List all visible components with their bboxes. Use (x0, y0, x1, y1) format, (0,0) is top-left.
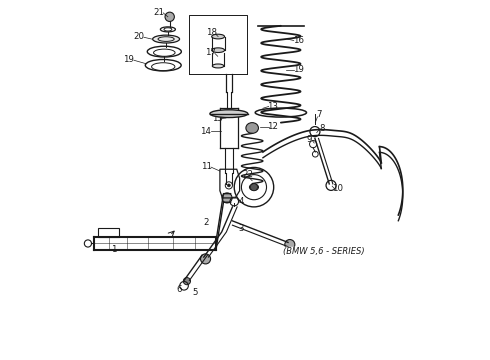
Text: 10: 10 (332, 184, 343, 193)
Text: 11: 11 (201, 162, 212, 171)
Circle shape (222, 193, 232, 203)
Text: 12: 12 (268, 122, 278, 131)
Text: 20: 20 (134, 32, 145, 41)
Circle shape (200, 254, 211, 264)
Ellipse shape (212, 34, 224, 39)
Ellipse shape (153, 35, 179, 43)
Ellipse shape (212, 48, 224, 53)
Text: 14: 14 (200, 127, 211, 136)
Text: 4: 4 (239, 197, 244, 206)
Ellipse shape (249, 184, 258, 190)
Text: 18: 18 (206, 28, 218, 37)
Text: 6: 6 (176, 285, 182, 294)
Circle shape (183, 278, 191, 285)
Ellipse shape (212, 64, 224, 68)
Circle shape (285, 239, 295, 249)
Text: 7: 7 (316, 110, 321, 119)
Text: 1: 1 (111, 246, 116, 255)
Text: 9: 9 (307, 135, 312, 144)
Text: 15: 15 (212, 114, 223, 123)
Circle shape (227, 184, 230, 187)
Text: 19: 19 (123, 55, 134, 64)
Ellipse shape (246, 123, 258, 134)
Text: (BMW 5,6 - SERIES): (BMW 5,6 - SERIES) (283, 247, 365, 256)
Circle shape (250, 184, 258, 191)
Text: 19: 19 (293, 66, 303, 75)
Circle shape (165, 12, 174, 22)
Text: 13: 13 (268, 102, 278, 111)
Text: 5: 5 (192, 288, 197, 297)
Text: 2: 2 (203, 218, 209, 227)
Ellipse shape (210, 110, 248, 117)
Bar (98, 228, 120, 237)
Text: 3: 3 (238, 224, 244, 233)
Text: 16: 16 (293, 36, 304, 45)
Text: 21: 21 (153, 8, 165, 17)
Text: 17: 17 (205, 48, 217, 57)
Text: 8: 8 (319, 124, 325, 133)
Text: 22: 22 (243, 170, 253, 179)
